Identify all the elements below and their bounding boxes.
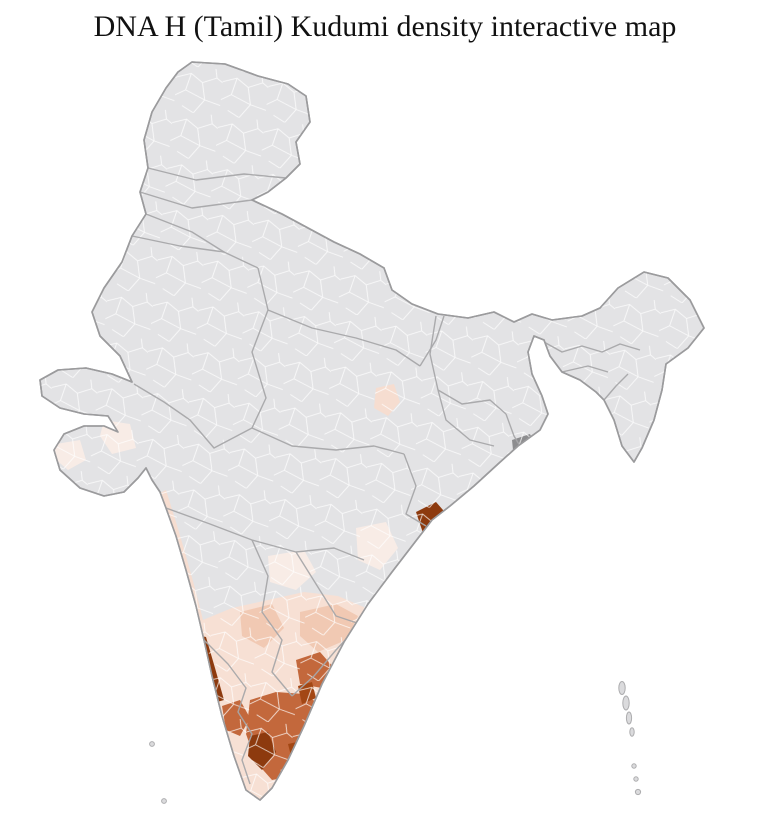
india-outline — [39, 61, 705, 801]
lakshadweep-islands[interactable] — [149, 741, 167, 804]
page-title: DNA H (Tamil) Kudumi density interactive… — [93, 10, 677, 43]
state-boundaries — [131, 167, 641, 785]
andaman-nicobar-islands[interactable] — [618, 681, 642, 796]
